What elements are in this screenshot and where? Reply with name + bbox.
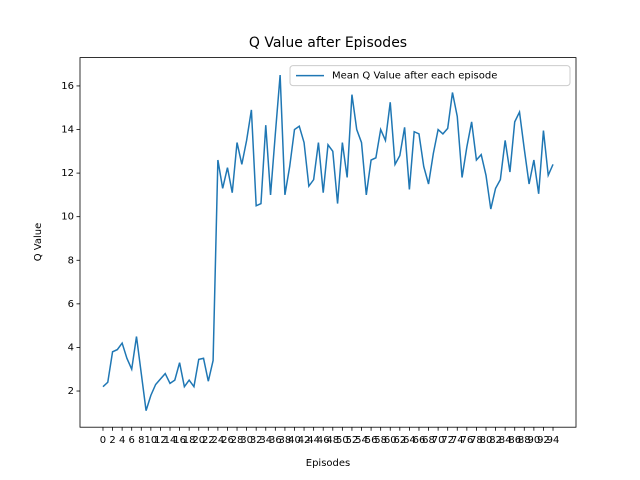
x-tick-label: 28 [231, 435, 244, 446]
x-tick-label: 10 [144, 435, 157, 446]
x-tick-label: 54 [355, 435, 368, 446]
x-tick-label: 72 [441, 435, 454, 446]
legend-box [289, 65, 571, 87]
x-axis-label: Episodes [306, 458, 350, 469]
x-tick-label: 20 [192, 435, 205, 446]
x-tick-label: 92 [537, 435, 550, 446]
x-tick-label: 26 [221, 435, 234, 446]
y-tick-label: 16 [61, 81, 74, 92]
axes-frame [79, 57, 577, 428]
x-tick-label: 44 [307, 435, 320, 446]
x-tick-label: 60 [384, 435, 397, 446]
x-tick-label: 74 [451, 435, 464, 446]
x-tick-label: 16 [173, 435, 186, 446]
x-tick-label: 76 [460, 435, 473, 446]
x-tick-label: 18 [183, 435, 196, 446]
x-tick-label: 30 [240, 435, 253, 446]
x-tick-label: 80 [480, 435, 493, 446]
x-tick-label: 78 [470, 435, 483, 446]
chart-title: Q Value after Episodes [249, 35, 407, 51]
x-tick-label: 90 [528, 435, 541, 446]
x-tick-label: 70 [432, 435, 445, 446]
x-tick-label: 0 [100, 435, 106, 446]
y-axis-label: Q Value [33, 223, 44, 262]
x-tick-label: 40 [288, 435, 301, 446]
x-tick-label: 86 [508, 435, 521, 446]
y-tick-label: 4 [68, 342, 74, 353]
y-tick-label: 10 [61, 212, 74, 223]
legend-label: Mean Q Value after each episode [332, 71, 497, 82]
x-tick-label: 32 [250, 435, 263, 446]
x-tick-label: 88 [518, 435, 531, 446]
x-tick-label: 36 [269, 435, 282, 446]
y-tick-label: 2 [68, 386, 74, 397]
x-tick-label: 46 [317, 435, 330, 446]
x-tick-label: 38 [279, 435, 292, 446]
x-tick-label: 94 [547, 435, 560, 446]
x-tick-label: 6 [129, 435, 135, 446]
x-tick-label: 2 [109, 435, 115, 446]
x-tick-label: 22 [202, 435, 215, 446]
x-tick-label: 68 [422, 435, 435, 446]
x-tick-label: 8 [138, 435, 144, 446]
x-tick-label: 62 [393, 435, 406, 446]
x-tick-label: 50 [336, 435, 349, 446]
x-tick-label: 82 [489, 435, 502, 446]
x-tick-label: 24 [212, 435, 225, 446]
x-tick-label: 42 [298, 435, 311, 446]
y-tick-label: 8 [68, 255, 74, 266]
x-tick-label: 12 [154, 435, 167, 446]
x-tick-label: 64 [403, 435, 416, 446]
y-tick-label: 14 [61, 125, 74, 136]
x-tick-label: 14 [164, 435, 177, 446]
x-tick-label: 34 [259, 435, 272, 446]
x-tick-label: 48 [326, 435, 339, 446]
x-tick-label: 4 [119, 435, 125, 446]
y-tick-label: 12 [61, 168, 74, 179]
x-tick-label: 58 [374, 435, 387, 446]
line-series [102, 74, 554, 411]
x-tick-label: 66 [413, 435, 426, 446]
x-tick-label: 56 [365, 435, 378, 446]
x-tick-label: 52 [346, 435, 359, 446]
x-tick-label: 84 [499, 435, 512, 446]
y-tick-label: 6 [68, 299, 74, 310]
